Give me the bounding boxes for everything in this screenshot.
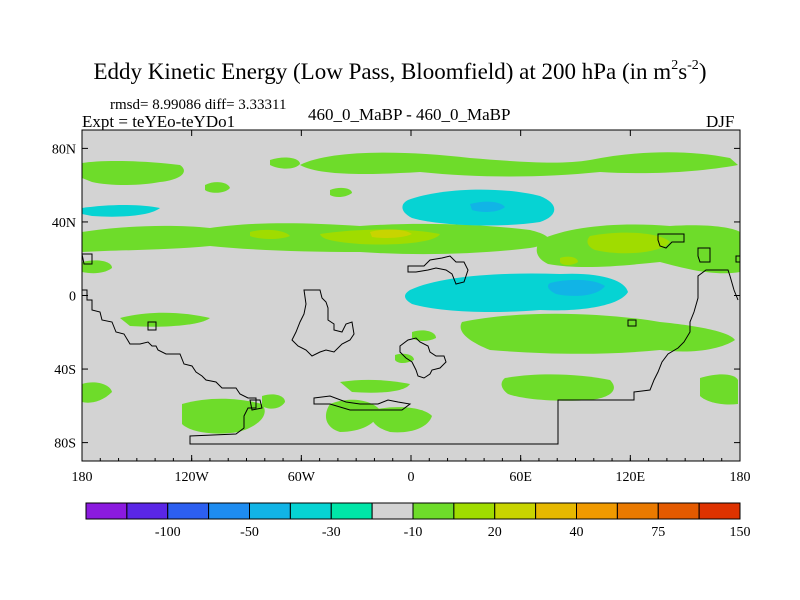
colorbar-swatch [371, 502, 414, 520]
plot-title: Eddy Kinetic Energy (Low Pass, Bloomfiel… [0, 58, 800, 85]
lat-tick-label: 80N [52, 142, 76, 157]
title-exponent-2: -2 [687, 58, 699, 73]
lon-tick-label: 60W [288, 470, 316, 485]
colorbar-swatch [126, 502, 169, 520]
title-close: ) [698, 59, 707, 84]
lon-tick-label: 120W [175, 470, 210, 485]
colorbar-labels: -100 -50 -30 -10 20 40 75 150 [155, 525, 751, 540]
colorbar-swatch [698, 502, 741, 520]
colorbar-swatch [535, 502, 577, 520]
anomaly-positive-regions [82, 152, 740, 434]
colorbar-label: 20 [488, 525, 502, 540]
colorbar-swatch [85, 502, 128, 520]
colorbar-swatch [412, 502, 455, 520]
title-unit-s: s [678, 59, 688, 84]
colorbar-label: 40 [570, 525, 584, 540]
season-label: DJF [706, 112, 735, 131]
lat-tick-label: 80S [54, 437, 76, 452]
lon-tick-label: 0 [408, 470, 415, 485]
colorbar-swatch [208, 502, 250, 520]
anomaly-peak-regions [370, 229, 412, 238]
colorbar-swatch [453, 502, 496, 520]
title-exponent-1: 2 [671, 58, 679, 73]
axis-ticks [81, 130, 741, 461]
lon-tick-label: 180 [72, 470, 93, 485]
lat-tick-label: 0 [69, 290, 76, 305]
lon-tick-label: 120E [616, 470, 646, 485]
comparison-label: 460_0_MaBP - 460_0_MaBP [308, 105, 511, 124]
colorbar-label: -30 [322, 525, 341, 540]
colorbar-label: 75 [651, 525, 665, 540]
colorbar-swatch [494, 502, 537, 520]
colorbar-label: -100 [155, 525, 181, 540]
colorbar-swatch [289, 502, 332, 520]
colorbar-swatch [330, 502, 373, 520]
coastlines [81, 233, 741, 445]
experiment-label: Expt = teYEo-teYDo1 [82, 112, 236, 131]
anomaly-strong-negative-regions [470, 201, 605, 296]
lon-tick-label: 180 [730, 470, 751, 485]
colorbar-swatch [249, 502, 291, 520]
axis-tick-labels: 180 120W 60W 0 60E 120E 180 80N 40N 0 40S 80S [52, 142, 751, 485]
stats-label: rmsd= 8.99086 diff= 3.33311 [110, 97, 287, 113]
lon-tick-label: 60E [509, 470, 532, 485]
colorbar-label: -50 [240, 525, 259, 540]
colorbar [85, 502, 741, 520]
colorbar-swatch [576, 502, 618, 520]
colorbar-label: 150 [730, 525, 751, 540]
colorbar-swatch [657, 502, 700, 520]
title-main: Eddy Kinetic Energy (Low Pass, Bloomfiel… [93, 59, 672, 84]
lat-tick-label: 40S [54, 363, 76, 378]
lat-tick-label: 40N [52, 216, 76, 231]
colorbar-swatch [167, 502, 210, 520]
colorbar-swatch [616, 502, 659, 520]
colorbar-label: -10 [404, 525, 423, 540]
